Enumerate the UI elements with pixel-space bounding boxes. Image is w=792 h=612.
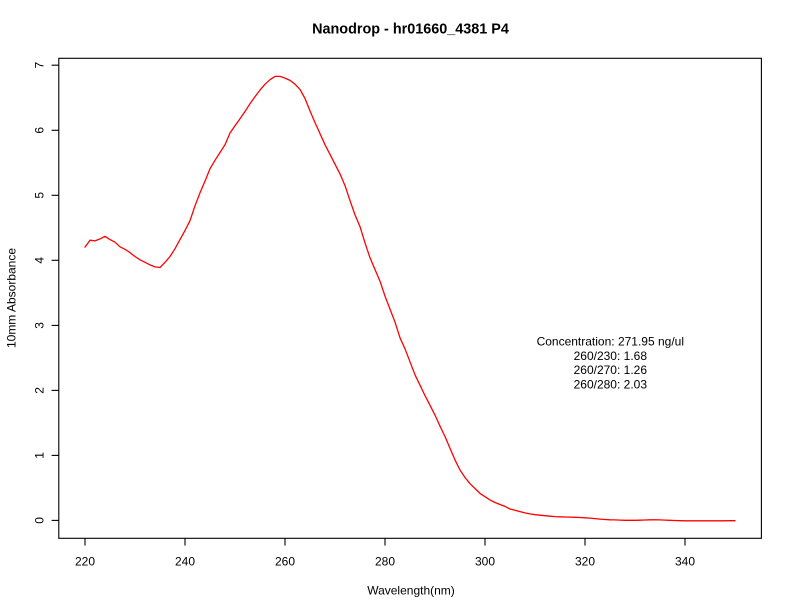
svg-text:2: 2: [33, 387, 47, 394]
svg-text:0: 0: [33, 517, 47, 524]
svg-text:10mm Absorbance: 10mm Absorbance: [5, 248, 19, 348]
svg-text:300: 300: [475, 554, 495, 568]
svg-text:320: 320: [575, 554, 595, 568]
svg-text:6: 6: [33, 127, 47, 134]
svg-text:260/230: 1.68: 260/230: 1.68: [574, 349, 648, 363]
svg-text:260/280: 2.03: 260/280: 2.03: [574, 378, 648, 392]
svg-text:240: 240: [175, 554, 195, 568]
svg-text:260/270: 1.26: 260/270: 1.26: [574, 363, 648, 377]
svg-text:4: 4: [33, 257, 47, 264]
svg-text:3: 3: [33, 322, 47, 329]
svg-text:Wavelength(nm): Wavelength(nm): [367, 584, 455, 598]
svg-text:5: 5: [33, 192, 47, 199]
svg-text:340: 340: [675, 554, 695, 568]
svg-text:220: 220: [75, 554, 95, 568]
svg-text:280: 280: [375, 554, 395, 568]
svg-text:7: 7: [33, 62, 47, 69]
svg-text:Nanodrop - hr01660_4381 P4: Nanodrop - hr01660_4381 P4: [312, 22, 509, 38]
svg-text:Concentration: 271.95 ng/ul: Concentration: 271.95 ng/ul: [537, 334, 684, 348]
svg-text:260: 260: [275, 554, 295, 568]
svg-text:1: 1: [33, 452, 47, 459]
